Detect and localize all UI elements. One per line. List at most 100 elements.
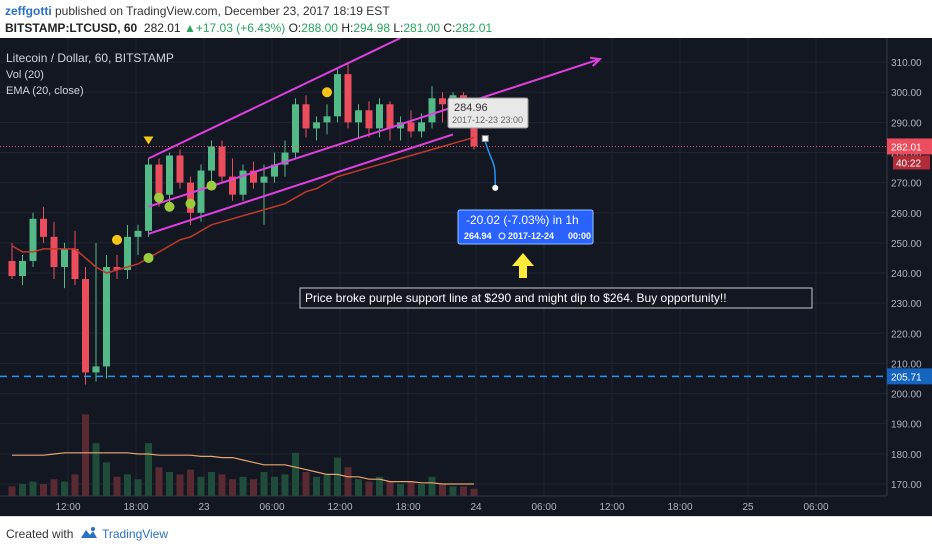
up-arrow-icon: ▲ (183, 21, 196, 35)
volume-bar (155, 467, 163, 496)
projection-end-time: 00:00 (568, 231, 591, 241)
volume-bar (29, 481, 37, 496)
open-label: O: (288, 21, 302, 35)
last-price-tag (887, 138, 932, 155)
time-tick-label: 18:00 (667, 502, 692, 513)
axes-layer: 310.00300.00290.00280.00270.00260.00250.… (0, 38, 932, 516)
volume-bar (187, 469, 194, 496)
candle-body (134, 230, 142, 237)
tradingview-link[interactable]: TradingView (102, 527, 169, 541)
volume-bar (197, 476, 205, 496)
volume-bar (460, 486, 467, 496)
price-axis (887, 38, 932, 516)
candle-body (355, 110, 362, 123)
candle-body (376, 104, 383, 129)
volume-bar (176, 474, 184, 496)
countdown-label: 40:22 (896, 158, 921, 169)
last-price: 282.01 (143, 21, 181, 35)
volume-bar (281, 474, 289, 496)
volume-bar (428, 476, 436, 496)
candle-body (239, 170, 247, 195)
projection-end-date: 2017-12-24 (508, 231, 554, 241)
candle-body (460, 95, 467, 99)
volume-bar (19, 484, 26, 496)
candle-body (386, 104, 394, 129)
candle-body (61, 248, 68, 267)
price-tick-label: 300.00 (891, 88, 922, 99)
candle-body (50, 236, 58, 267)
publish-text: published on TradingView.com, December 2… (51, 4, 390, 18)
symbol-label: BITSTAMP:LTCUSD, 60 (5, 21, 138, 35)
candle-body (82, 279, 89, 373)
volume-bar (344, 467, 352, 496)
projection-end-value: 264.94 (464, 231, 492, 241)
price-tick-label: 220.00 (891, 329, 922, 340)
candle-body (155, 164, 163, 195)
candle-body (71, 248, 79, 280)
time-tick-label: 18:00 (395, 502, 420, 513)
volume-bar (407, 481, 415, 496)
price-tick-label: 190.00 (891, 420, 922, 431)
projection-top-date: 2017-12-23 23:00 (452, 115, 523, 125)
legend-ema: EMA (20, close) (6, 85, 84, 97)
time-axis (0, 496, 887, 516)
volume-bar (397, 484, 404, 496)
volume-bar (260, 472, 268, 496)
annotation-text: Price broke purple support line at $290 … (305, 291, 727, 305)
candle-body (365, 110, 373, 129)
price-tick-label: 250.00 (891, 239, 922, 250)
candle-body (197, 170, 205, 213)
time-tick-label: 06:00 (259, 502, 284, 513)
candle-layer (8, 62, 478, 385)
volume-bar (124, 474, 131, 496)
volume-bar (61, 481, 68, 496)
low-value: 281.00 (403, 21, 441, 35)
candle-body (334, 74, 341, 117)
legend-vol: Vol (20) (6, 69, 44, 81)
channel-upper-line (148, 37, 401, 160)
candle-body (208, 146, 215, 171)
candle-body (271, 164, 278, 177)
high-value: 294.98 (353, 21, 391, 35)
candle-body (344, 74, 352, 123)
projection-change-box (457, 209, 594, 245)
candle-body (250, 170, 257, 183)
candle-body (292, 104, 299, 153)
annotation-box (299, 287, 813, 309)
open-value: 288.00 (301, 21, 338, 35)
legend-title: Litecoin / Dollar, 60, BITSTAMP (6, 51, 174, 65)
chart-area[interactable]: 284.96 2017-12-23 23:00 -20.02 (-7.03%) in… (0, 37, 932, 516)
candle-body (124, 236, 131, 271)
volume-bar (302, 472, 310, 496)
candle-body (428, 98, 436, 123)
candle-body (439, 98, 446, 105)
author-link[interactable]: zeffgotti (5, 4, 52, 18)
tradingview-logo-icon[interactable] (80, 526, 98, 540)
time-tick-label: 12:00 (599, 502, 624, 513)
time-tick-label: 18:00 (123, 502, 148, 513)
volume-bar (103, 462, 110, 496)
candle-body (470, 128, 478, 147)
high-label: H: (341, 21, 354, 35)
projection-start-handle (481, 135, 489, 143)
volume-bar (439, 484, 446, 496)
candle-body (19, 260, 26, 277)
candle-body (145, 164, 152, 231)
support-price-label: 205.71 (891, 372, 922, 383)
volume-bar (50, 479, 58, 496)
candle-body (176, 155, 184, 183)
projection-end-dot (492, 184, 499, 191)
clock-icon (498, 232, 506, 240)
candle-body (8, 260, 16, 277)
time-tick-label: 25 (742, 502, 754, 513)
volume-bar (82, 414, 89, 496)
volume-bar (229, 479, 236, 496)
candle-body (103, 267, 110, 367)
volume-bar (250, 479, 257, 496)
candle-body (187, 182, 194, 213)
time-tick-label: 12:00 (55, 502, 80, 513)
price-tick-label: 240.00 (891, 269, 922, 280)
price-tick-label: 200.00 (891, 390, 922, 401)
candle-body (92, 366, 100, 373)
